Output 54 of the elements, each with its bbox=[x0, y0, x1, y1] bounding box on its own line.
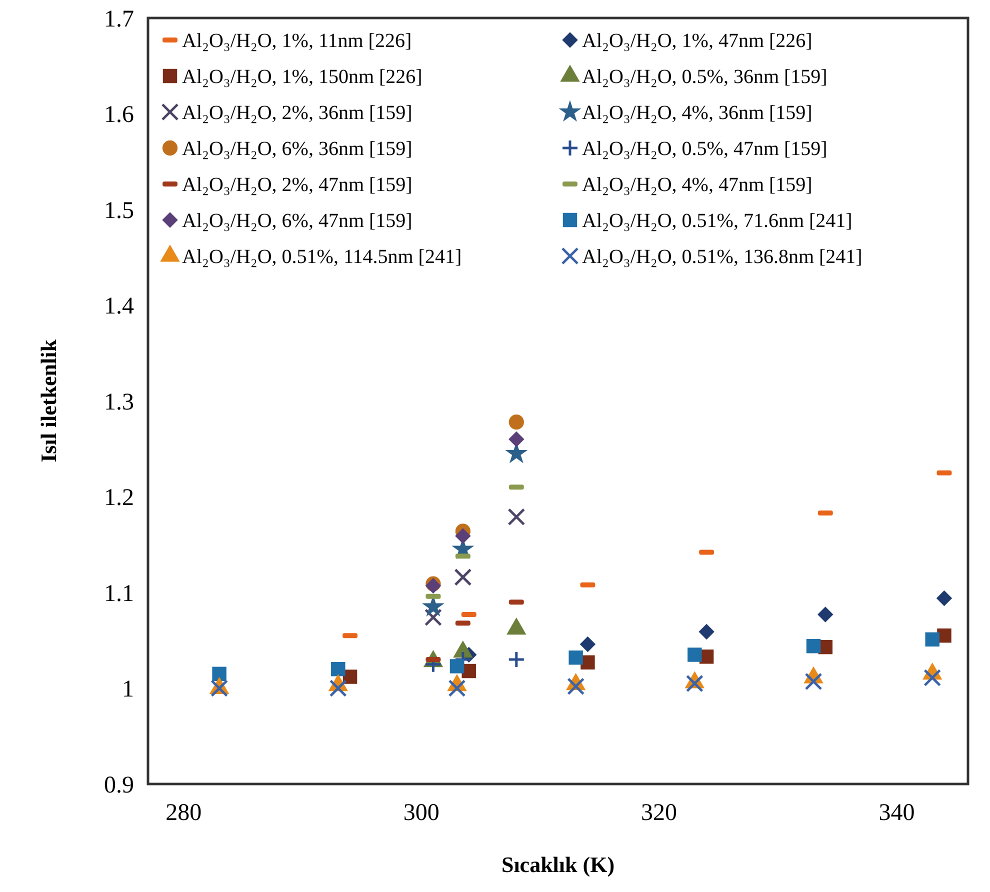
x-tick-label: 320 bbox=[641, 800, 678, 826]
legend-label: Al₂O₃/H₂O, 6%, 36nm [159] bbox=[182, 138, 412, 160]
legend-label: Al₂O₃/H₂O, 1%, 150nm [226] bbox=[182, 66, 422, 88]
y-tick-label: 1.3 bbox=[104, 389, 134, 416]
y-tick-label: 0.9 bbox=[104, 772, 134, 798]
point bbox=[568, 650, 583, 665]
x-axis-title: Sıcaklık (K) bbox=[501, 852, 615, 877]
legend-label: Al₂O₃/H₂O, 1%, 11nm [226] bbox=[182, 30, 412, 52]
point bbox=[331, 662, 346, 676]
point bbox=[508, 414, 524, 430]
point bbox=[924, 668, 942, 686]
y-axis-title: Isıl iletkenlik bbox=[36, 338, 61, 462]
legend-label: Al₂O₃/H₂O, 0.51%, 71.6nm [241] bbox=[582, 210, 852, 232]
point bbox=[454, 568, 472, 586]
legend-label: Al₂O₃/H₂O, 0.5%, 47nm [159] bbox=[582, 138, 828, 160]
x-tick-label: 340 bbox=[878, 800, 915, 826]
point bbox=[806, 639, 821, 654]
legend-label: Al₂O₃/H₂O, 2%, 47nm [159] bbox=[182, 174, 412, 196]
point bbox=[686, 674, 704, 692]
legend-label: Al₂O₃/H₂O, 6%, 47nm [159] bbox=[182, 210, 412, 232]
point bbox=[936, 590, 952, 606]
legend-label: Al₂O₃/H₂O, 4%, 36nm [159] bbox=[582, 102, 812, 124]
point bbox=[424, 608, 442, 626]
x-tick-label: 300 bbox=[403, 800, 440, 826]
point bbox=[212, 666, 226, 682]
y-tick-label: 1 bbox=[122, 676, 134, 703]
point bbox=[210, 680, 228, 697]
y-tick-label: 1.6 bbox=[104, 102, 134, 128]
legend-label: Al₂O₃/H₂O, 0.51%, 114.5nm [241] bbox=[182, 246, 462, 268]
legend-label: Al₂O₃/H₂O, 1%, 47nm [226] bbox=[582, 30, 812, 52]
point bbox=[448, 680, 466, 697]
point bbox=[508, 431, 524, 448]
point bbox=[698, 624, 714, 640]
y-tick-label: 1.1 bbox=[104, 580, 134, 607]
legend-label: Al₂O₃/H₂O, 0.51%, 136.8nm [241] bbox=[582, 246, 862, 268]
point bbox=[567, 678, 585, 696]
y-tick-label: 1.4 bbox=[104, 294, 134, 320]
x-tick-label: 280 bbox=[166, 800, 202, 826]
y-tick-label: 1.5 bbox=[104, 198, 134, 224]
point bbox=[329, 680, 347, 697]
y-tick-label: 1.2 bbox=[104, 485, 134, 512]
legend-label: Al₂O₃/H₂O, 0.5%, 36nm [159] bbox=[582, 66, 828, 88]
point bbox=[925, 632, 940, 647]
legend-label: Al₂O₃/H₂O, 4%, 47nm [159] bbox=[582, 174, 812, 196]
point bbox=[455, 528, 471, 544]
point bbox=[508, 508, 526, 526]
y-tick-label: 1.7 bbox=[104, 6, 134, 32]
point bbox=[804, 672, 822, 690]
point bbox=[688, 648, 702, 662]
point bbox=[580, 636, 596, 652]
legend-label: Al₂O₃/H₂O, 2%, 36nm [159] bbox=[182, 102, 412, 124]
point bbox=[818, 606, 834, 622]
point bbox=[508, 650, 526, 668]
point bbox=[450, 659, 464, 674]
